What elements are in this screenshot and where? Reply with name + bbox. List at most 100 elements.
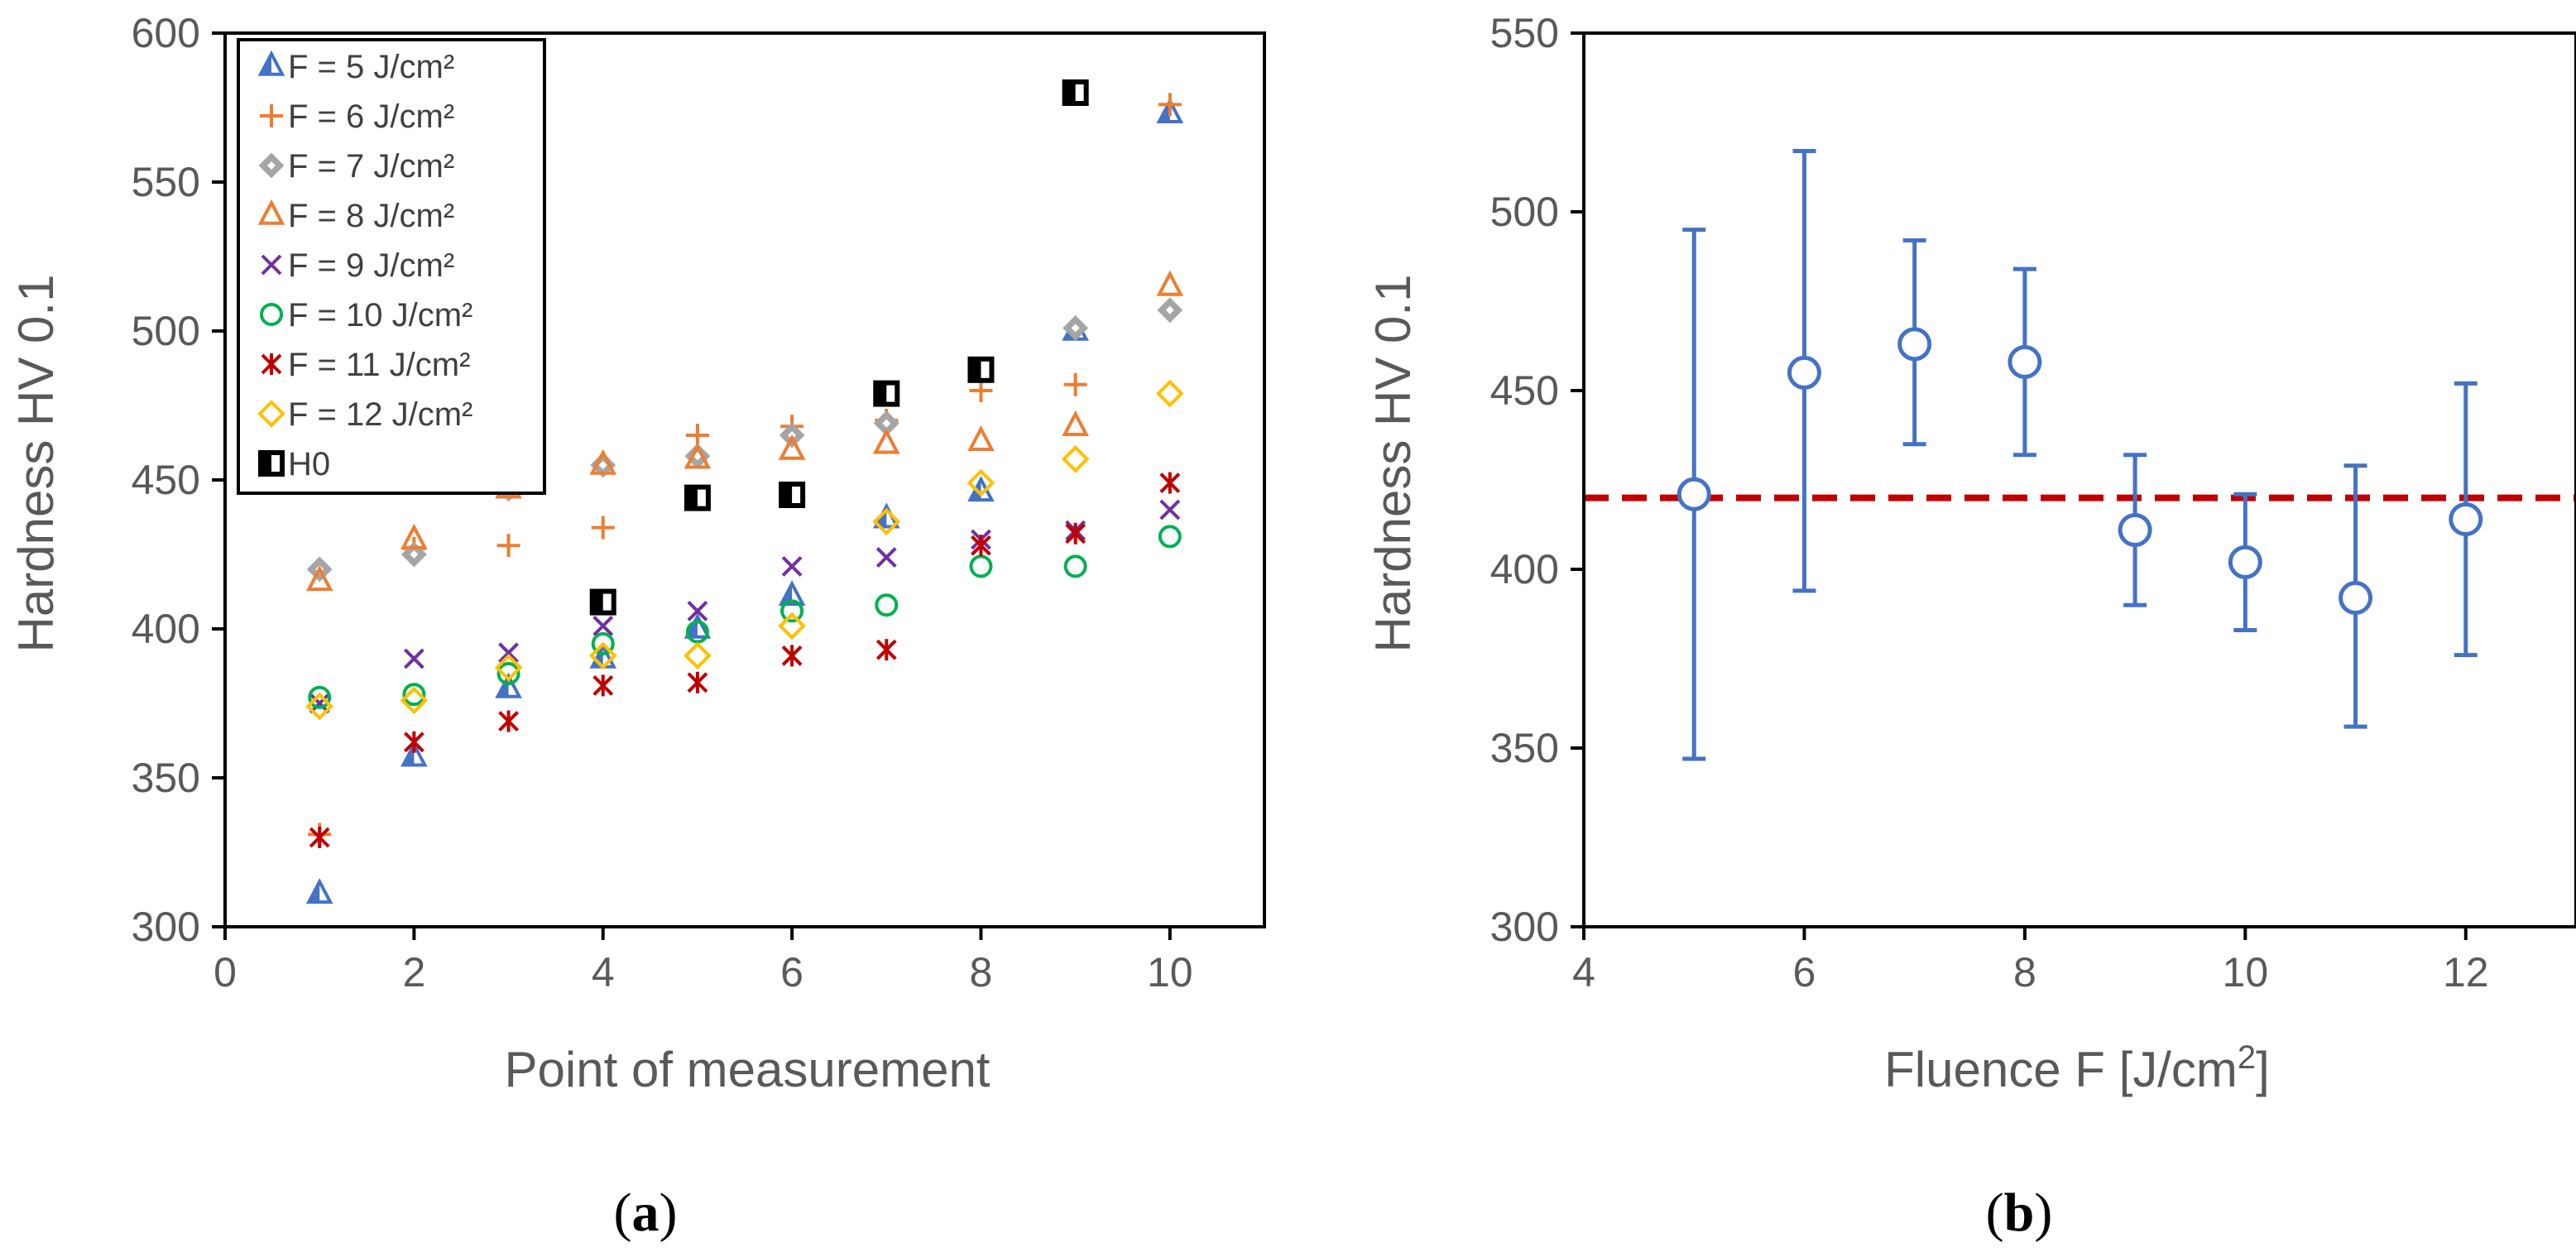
data-point-series-4 (305, 565, 333, 592)
chart-a-y-tick-label: 400 (132, 606, 200, 652)
data-point-series-7 (687, 671, 708, 693)
data-point-series-4 (1062, 410, 1089, 436)
legend-marker-5 (261, 254, 282, 276)
data-point-series-4 (778, 434, 806, 460)
caption-b: (b) (1986, 1182, 2053, 1243)
data-point-series-1 (1156, 97, 1184, 123)
chart-b-ticks: 4 6 8 10 12 300 350 400 450 500 550 (1490, 10, 2489, 995)
chart-a-x-tick-label: 8 (970, 949, 993, 995)
data-point-series-6 (402, 683, 426, 707)
data-point-series-6 (875, 593, 899, 617)
data-point-series-4 (967, 425, 995, 451)
chart-a-x-tick-label: 2 (402, 949, 425, 995)
data-point-series-6 (308, 685, 332, 709)
data-point-series-8 (967, 468, 995, 497)
data-point-series-7 (309, 827, 330, 848)
chart-a-y-axis-title: Hardness HV 0.1 (8, 275, 64, 653)
legend-label-8: F = 12 J/cm² (288, 396, 473, 433)
data-point-mean (1897, 327, 1932, 362)
chart-a-y-tick-label: 550 (132, 159, 200, 205)
caption-a: (a) (614, 1182, 678, 1243)
data-point-series-8 (872, 507, 901, 536)
chart-b-x-tick-label: 12 (2443, 949, 2489, 995)
data-point-series-5 (403, 648, 425, 669)
data-point-series-7 (403, 731, 425, 753)
legend-marker-1 (257, 50, 285, 76)
data-point-series-1 (778, 580, 806, 607)
data-point-series-8 (400, 686, 429, 715)
chart-a-x-tick-label: 10 (1147, 949, 1193, 995)
chart-b-x-tick-label: 10 (2223, 949, 2269, 995)
chart-a-ticks: 0 2 4 6 8 10 300 350 400 450 500 550 600 (132, 10, 1193, 995)
data-point-series-4 (684, 443, 712, 469)
legend-label-4: F = 8 J/cm² (288, 198, 454, 234)
legend-label-7: F = 11 J/cm² (288, 347, 470, 383)
data-point-series-4 (589, 449, 617, 475)
data-point-series-7 (592, 674, 614, 697)
data-point-mean (2008, 344, 2042, 379)
data-point-series-9 (1062, 79, 1089, 106)
data-point-series-5 (687, 600, 708, 621)
data-point-series-3 (1063, 314, 1089, 341)
chart-b-y-tick-label: 550 (1490, 10, 1559, 56)
data-point-series-1 (684, 612, 712, 639)
data-point-mean (2118, 512, 2152, 547)
chart-a-y-tick-label: 350 (132, 755, 200, 801)
chart-b-plot-area (1582, 31, 2576, 928)
chart-b-points (1677, 149, 2483, 761)
data-point-series-8 (684, 641, 712, 670)
legend-marker-4 (257, 199, 285, 225)
chart-b-x-axis-title: Fluence F [J/cm2] (1884, 1039, 2270, 1097)
legend-marker-6 (260, 303, 283, 326)
data-point-series-9 (967, 356, 995, 383)
data-point-series-6 (496, 662, 520, 685)
data-point-series-2 (1063, 372, 1087, 396)
legend-marker-8 (257, 400, 285, 428)
chart-b-y-tick-label: 400 (1490, 546, 1559, 592)
data-point-series-8 (305, 692, 334, 721)
data-point-series-9 (589, 588, 616, 616)
chart-a-y-tick-label: 300 (132, 904, 200, 950)
data-point-series-7 (971, 535, 991, 557)
chart-b-x-tick-label: 8 (2013, 949, 2036, 995)
data-point-series-2 (591, 516, 615, 540)
data-point-series-9 (873, 380, 900, 407)
data-point-series-7 (781, 645, 803, 667)
legend-marker-9 (258, 450, 285, 477)
data-point-series-6 (969, 554, 993, 578)
legend-label-1: F = 5 J/cm² (288, 49, 454, 85)
legend-label-6: F = 10 J/cm² (288, 297, 473, 333)
chart-b-y-tick-label: 300 (1490, 904, 1559, 950)
data-point-series-2 (685, 424, 709, 447)
data-point-mean (1787, 355, 1821, 390)
data-point-series-5 (1159, 499, 1181, 520)
data-point-mean (2228, 544, 2262, 579)
legend-label-2: F = 6 J/cm² (288, 98, 454, 135)
data-point-series-6 (1158, 525, 1182, 549)
chart-a-y-tick-label: 600 (132, 10, 200, 56)
data-point-series-3 (590, 452, 616, 478)
legend-marker-2 (260, 104, 283, 127)
data-point-series-6 (591, 632, 615, 655)
chart-a-legend: F = 5 J/cm² F = 6 J/cm² F = 7 J/cm² F = 8 J… (237, 38, 546, 495)
chart-a-x-tick-label: 4 (592, 949, 615, 995)
data-point-series-7 (1065, 522, 1087, 544)
data-point-series-8 (588, 641, 617, 670)
chart-b: 4 6 8 10 12 300 350 400 450 500 550 Fluence F [J/c… (1365, 10, 2576, 1097)
chart-b-y-tick-label: 450 (1490, 367, 1559, 414)
chart-b-x-tick-label: 4 (1572, 949, 1595, 995)
chart-a-y-tick-label: 450 (132, 457, 200, 503)
data-point-series-5 (875, 547, 897, 568)
data-point-series-5 (309, 693, 330, 714)
data-point-series-3 (1157, 297, 1183, 324)
data-point-series-8 (494, 653, 523, 682)
data-point-series-8 (1155, 379, 1184, 408)
chart-a-plot-area (223, 31, 1266, 928)
chart-a-x-tick-label: 0 (213, 949, 237, 995)
legend-label-9: H0 (288, 446, 330, 482)
chart-a: 0 2 4 6 8 10 300 350 400 450 500 550 600 Point of me… (8, 10, 1266, 1097)
data-point-series-4 (872, 428, 900, 454)
data-point-series-9 (779, 482, 806, 508)
data-point-series-7 (1159, 472, 1181, 494)
